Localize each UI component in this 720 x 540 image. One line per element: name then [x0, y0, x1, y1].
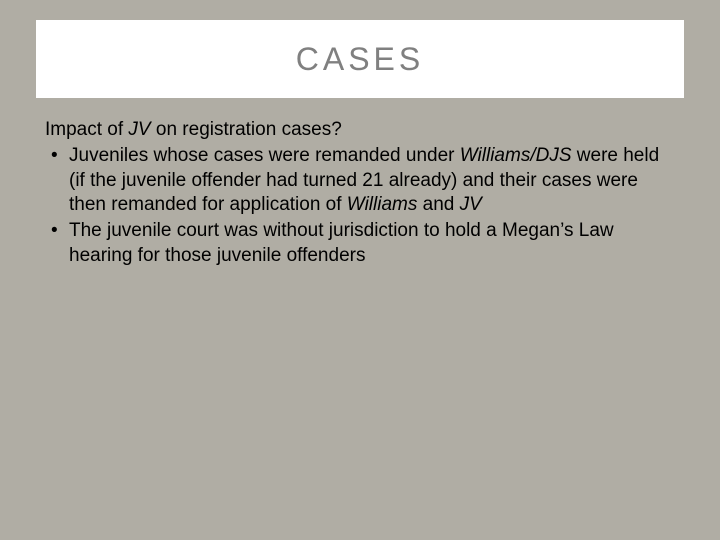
- bullet-italic: Williams/DJS: [460, 145, 572, 166]
- bullet-italic: JV: [460, 194, 482, 215]
- slide-content: Impact of JV on registration cases? Juve…: [45, 118, 675, 270]
- title-box: CASES: [36, 20, 684, 98]
- bullet-seg: Juveniles whose cases were remanded unde…: [69, 145, 460, 166]
- intro-italic: JV: [128, 119, 150, 140]
- slide: CASES Impact of JV on registration cases…: [0, 0, 720, 540]
- bullet-seg: The juvenile court was without jurisdict…: [69, 220, 614, 265]
- slide-title: CASES: [296, 41, 424, 78]
- bullet-italic: Williams: [347, 194, 418, 215]
- bullet-seg: and: [417, 194, 459, 215]
- list-item: The juvenile court was without jurisdict…: [45, 219, 675, 268]
- intro-suffix: on registration cases?: [151, 119, 342, 140]
- intro-line: Impact of JV on registration cases?: [45, 118, 675, 142]
- bullet-list: Juveniles whose cases were remanded unde…: [45, 144, 675, 268]
- list-item: Juveniles whose cases were remanded unde…: [45, 144, 675, 217]
- intro-prefix: Impact of: [45, 119, 128, 140]
